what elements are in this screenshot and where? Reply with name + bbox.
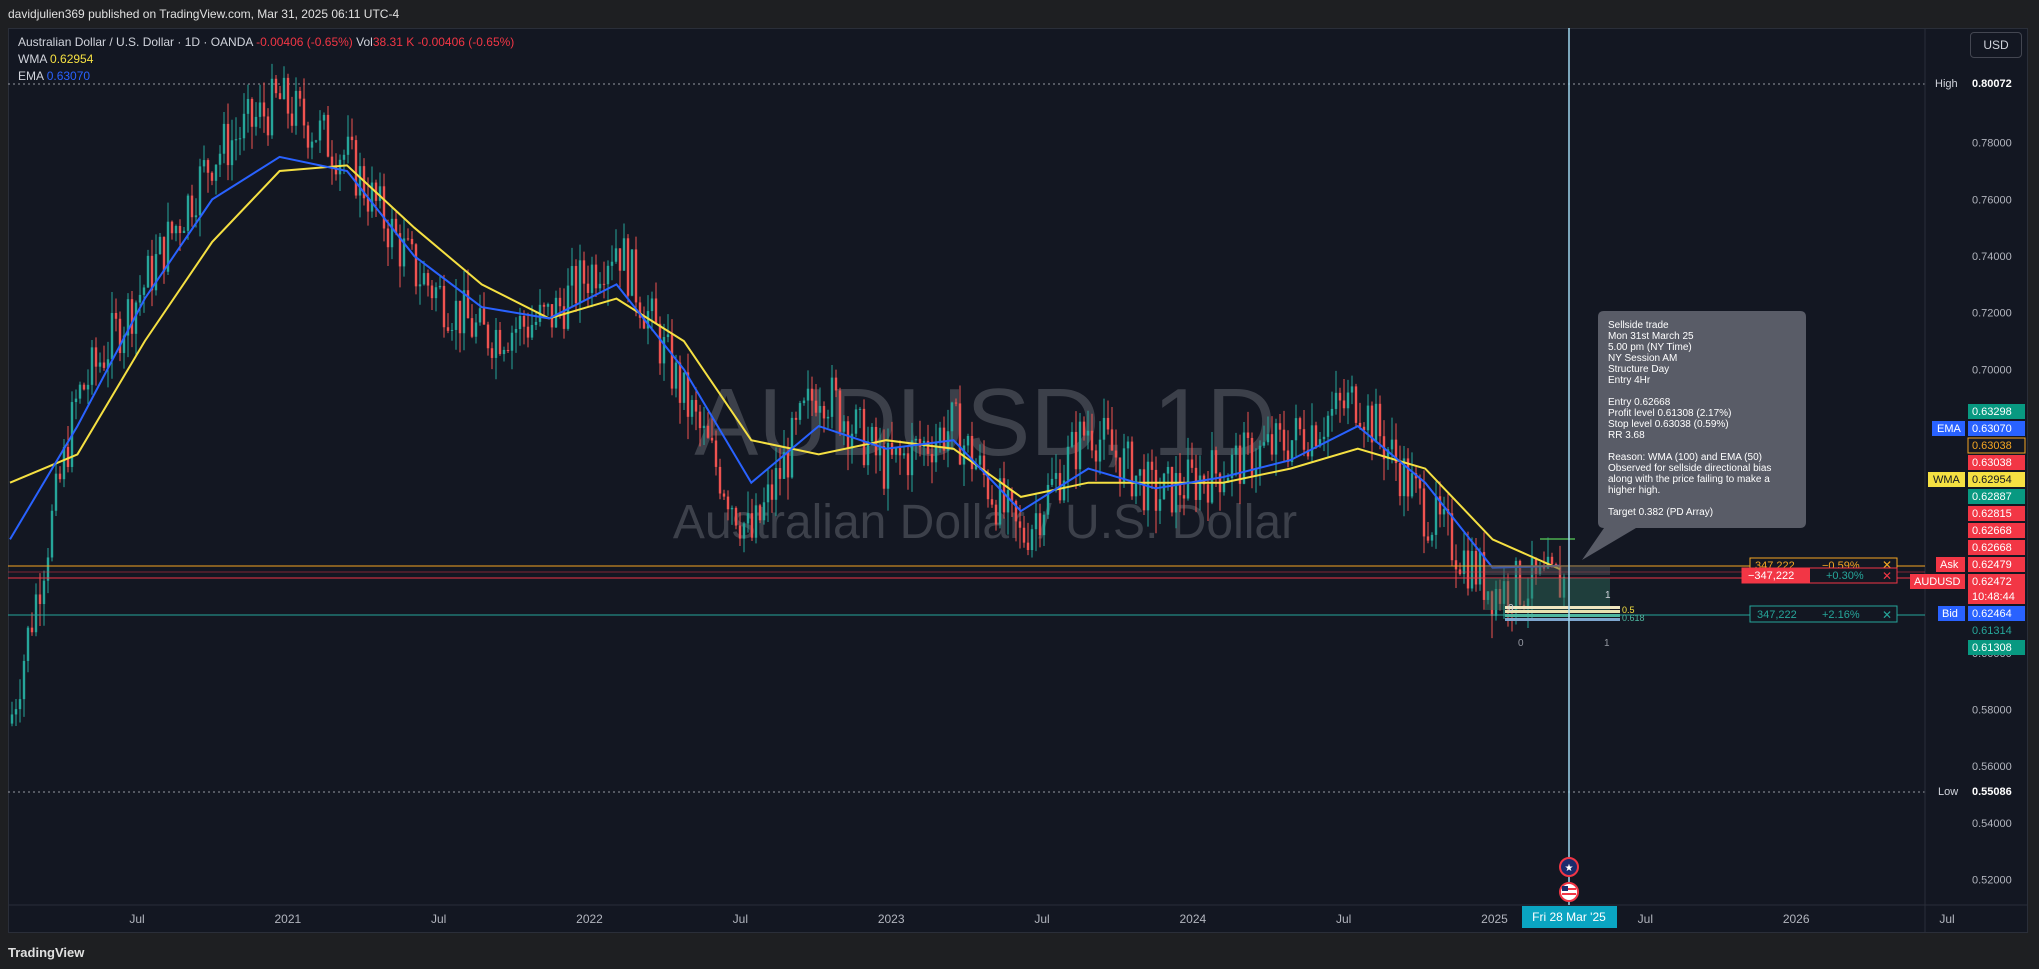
tradingview-brand: TradingView bbox=[8, 945, 85, 960]
chart-frame[interactable] bbox=[8, 28, 2028, 933]
publish-text: davidjulien369 published on TradingView.… bbox=[8, 7, 400, 21]
legend-vol-change: -0.00406 (-0.65%) bbox=[417, 35, 515, 49]
legend-vol-value: 38.31 K bbox=[372, 35, 415, 49]
tradingview-logo[interactable]: TradingView bbox=[8, 945, 84, 960]
legend-ema-label: EMA bbox=[18, 69, 44, 83]
legend-symbol: Australian Dollar / U.S. Dollar · 1D · O… bbox=[18, 35, 253, 49]
chart-legend: Australian Dollar / U.S. Dollar · 1D · O… bbox=[18, 34, 514, 85]
legend-wma-value: 0.62954 bbox=[50, 52, 94, 66]
legend-symbol-row[interactable]: Australian Dollar / U.S. Dollar · 1D · O… bbox=[18, 34, 514, 51]
legend-vol-label: Vol bbox=[356, 35, 373, 49]
legend-ema-value: 0.63070 bbox=[46, 69, 91, 83]
legend-change: -0.00406 (-0.65%) bbox=[256, 35, 353, 49]
legend-ema-row[interactable]: EMA 0.63070 bbox=[18, 68, 514, 85]
legend-wma-label: WMA bbox=[18, 52, 47, 66]
legend-wma-row[interactable]: WMA 0.62954 bbox=[18, 51, 514, 68]
currency-button[interactable]: USD bbox=[1970, 32, 2022, 58]
footer: TradingView bbox=[0, 936, 2039, 969]
publish-header: davidjulien369 published on TradingView.… bbox=[0, 0, 2039, 28]
